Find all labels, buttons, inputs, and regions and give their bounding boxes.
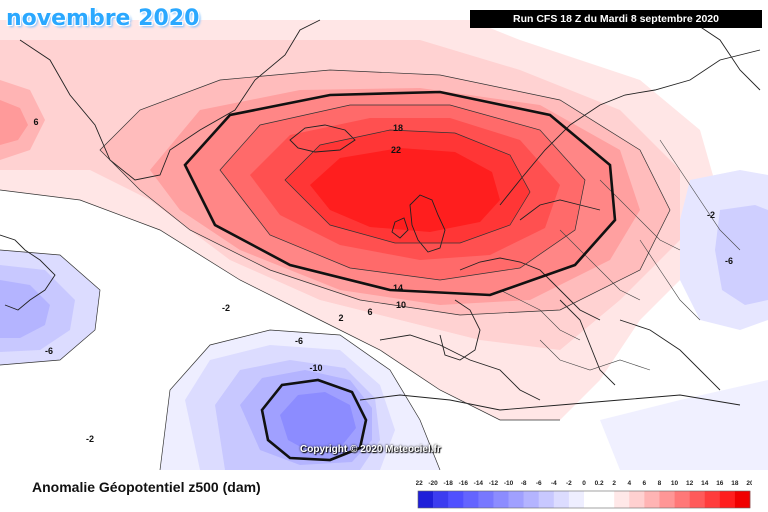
run-info-banner: Run CFS 18 Z du Mardi 8 septembre 2020 <box>470 10 762 28</box>
legend-swatch <box>508 491 524 508</box>
negative-anomaly-field <box>0 170 768 470</box>
map-title: novembre 2020 <box>6 6 200 31</box>
color-scale-legend: -22-20-18-16-14-12-10-8-6-4-200.22468101… <box>416 480 752 509</box>
legend-tick-label: -22 <box>416 480 423 487</box>
legend-swatch <box>418 491 434 508</box>
legend-swatch <box>538 491 555 508</box>
legend-tick-label: 6 <box>643 480 647 487</box>
contour-label: -10 <box>309 363 322 373</box>
legend-swatch <box>568 491 585 508</box>
legend-swatch <box>644 491 660 508</box>
legend-tick-label: -18 <box>443 480 453 487</box>
contour-label: 10 <box>396 300 406 310</box>
legend-tick-label: -2 <box>566 480 572 487</box>
contour-label: 14 <box>393 283 403 293</box>
legend-swatch <box>523 491 540 508</box>
legend-swatch <box>734 491 751 508</box>
legend-tick-label: 10 <box>671 480 679 487</box>
legend-tick-label: 14 <box>701 480 709 487</box>
legend-swatch <box>659 491 675 508</box>
legend-tick-label: 16 <box>716 480 724 487</box>
legend-swatch <box>689 491 706 508</box>
legend-tick-label: -8 <box>521 480 527 487</box>
anomaly-map: 18 22 14 10 6 2 -2 -6 -10 6 -6 -2 -6 -2 <box>0 19 768 470</box>
variable-label: Anomalie Géopotentiel z500 (dam) <box>32 479 261 495</box>
contour-label: 22 <box>391 145 401 155</box>
legend-swatch <box>719 491 736 508</box>
legend-tick-label: 4 <box>627 480 631 487</box>
legend-swatch <box>599 491 615 508</box>
legend-tick-label: -16 <box>459 480 469 487</box>
legend-tick-label: -12 <box>489 480 499 487</box>
contour-lines <box>0 69 671 470</box>
thick-contours <box>183 90 617 462</box>
legend-tick-label: -14 <box>474 480 484 487</box>
legend-swatch <box>553 491 570 508</box>
legend-swatch <box>463 491 479 508</box>
contour-label: -6 <box>45 346 53 356</box>
legend-tick-label: 0 <box>582 480 586 487</box>
contour-label-group: 18 22 14 10 6 2 -2 -6 -10 6 -6 -2 -6 -2 <box>33 117 733 444</box>
legend-swatch <box>478 491 494 508</box>
contour-label: 18 <box>393 123 403 133</box>
contour-label: 6 <box>367 307 372 317</box>
legend-swatch <box>614 491 630 508</box>
legend-border <box>417 490 751 509</box>
legend-swatch <box>674 491 690 508</box>
legend-tick-label: -20 <box>428 480 438 487</box>
contour-label: -2 <box>222 303 230 313</box>
contour-label: -6 <box>295 336 303 346</box>
contour-label: -2 <box>707 210 715 220</box>
legend-swatch <box>433 491 449 508</box>
legend-tick-label: 8 <box>658 480 662 487</box>
legend-swatch <box>584 491 600 508</box>
legend-tick-label: 20 <box>746 480 752 487</box>
legend-tick-label: -6 <box>536 480 542 487</box>
contour-label: -2 <box>86 434 94 444</box>
legend-swatch <box>629 491 645 508</box>
legend-tick-label: 12 <box>686 480 694 487</box>
legend-swatch <box>493 491 509 508</box>
legend-tick-label: -10 <box>504 480 514 487</box>
contour-label: 6 <box>33 117 38 127</box>
copyright-notice: Copyright © 2020 Meteociel.fr <box>300 444 441 455</box>
legend-swatch <box>704 491 721 508</box>
legend-tick-label: 0.2 <box>595 480 604 487</box>
contour-label: 2 <box>338 313 343 323</box>
coastlines <box>0 19 761 411</box>
legend-swatch <box>448 491 464 508</box>
legend-tick-label: 18 <box>731 480 739 487</box>
legend-tick-label: -4 <box>551 480 557 487</box>
contour-label: -6 <box>725 256 733 266</box>
legend-tick-label: 2 <box>612 480 616 487</box>
